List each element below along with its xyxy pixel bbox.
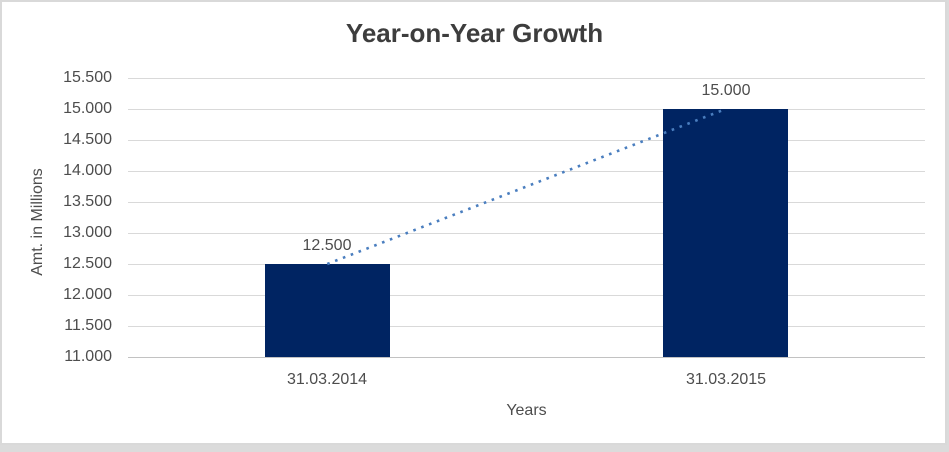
chart-title: Year-on-Year Growth [345,18,604,48]
gridline [128,202,925,203]
bar-data-label: 12.500 [302,237,352,254]
y-tick-label: 13.000 [63,224,112,241]
gridline [128,109,925,110]
x-axis-title: Years [506,402,547,419]
y-tick-label: 14.000 [63,162,112,179]
gridline [128,171,925,172]
y-tick-label: 14.500 [63,131,112,148]
gridline [128,295,925,296]
y-tick-label: 13.500 [63,193,112,210]
gridline [128,140,925,141]
gridline [128,264,925,265]
x-category-label: 31.03.2015 [685,371,767,388]
y-tick-label: 15.000 [63,100,112,117]
gridline [128,233,925,234]
y-tick-label: 11.000 [64,348,112,365]
bar-data-label: 15.000 [701,82,751,99]
gridline [128,78,925,79]
bar [663,109,788,357]
gridline [128,326,925,327]
bar [265,264,390,357]
x-axis-baseline [128,357,925,358]
y-tick-label: 11.500 [64,317,112,334]
y-tick-label: 12.500 [63,255,112,272]
y-tick-label: 15.500 [63,69,112,86]
x-category-label: 31.03.2014 [286,371,368,388]
y-tick-label: 12.000 [63,286,112,303]
